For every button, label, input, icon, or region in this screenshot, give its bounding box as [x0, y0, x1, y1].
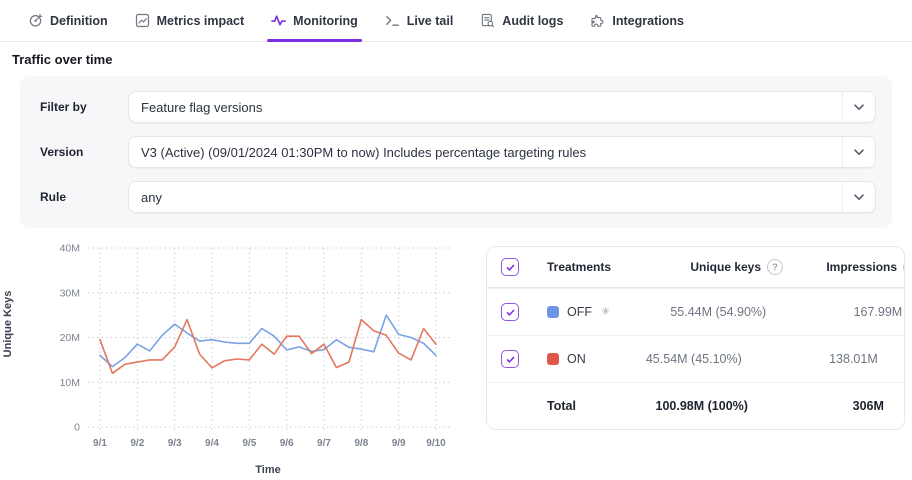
- x-tick-label: 9/1: [93, 438, 107, 449]
- header-impressions: Impressions: [826, 260, 898, 274]
- version-select[interactable]: V3 (Active) (09/01/2024 01:30PM to now) …: [128, 136, 876, 168]
- filter-by-select[interactable]: Feature flag versions: [128, 91, 876, 123]
- y-tick-label: 20M: [60, 332, 80, 344]
- filter-by-label: Filter by: [40, 100, 87, 114]
- x-tick-label: 9/8: [354, 438, 368, 449]
- help-icon[interactable]: ?: [903, 259, 904, 275]
- tab-label: Metrics impact: [156, 13, 245, 28]
- version-label: Version: [40, 145, 84, 159]
- filter-panel: Filter by Feature flag versions Version …: [20, 76, 892, 228]
- integrations-icon: [590, 13, 605, 28]
- x-tick-label: 9/5: [242, 438, 256, 449]
- select-all-checkbox[interactable]: [501, 258, 519, 276]
- total-label: Total: [547, 399, 576, 413]
- tab-audit-logs[interactable]: Audit logs: [480, 0, 563, 41]
- tab-definition[interactable]: Definition: [28, 0, 108, 41]
- tab-label: Integrations: [612, 13, 684, 28]
- table-row-off: OFF ✳ 55.44M (54.90%) 167.99M: [487, 288, 904, 335]
- table-total-row: Total 100.98M (100%) 306M: [487, 382, 904, 429]
- x-tick-label: 9/7: [317, 438, 331, 449]
- treatment-off-checkbox[interactable]: [501, 303, 519, 321]
- audit-logs-icon: [480, 13, 495, 28]
- treatment-name: ON: [567, 352, 586, 366]
- snowflake-icon: ✳: [601, 305, 611, 318]
- y-tick-label: 0: [74, 422, 80, 434]
- table-row-on: ON 45.54M (45.10%) 138.01M: [487, 335, 904, 382]
- header-unique-keys: Unique keys: [690, 260, 762, 274]
- filter-by-value: Feature flag versions: [141, 99, 263, 115]
- off-color-swatch: [547, 306, 559, 318]
- y-axis-title: Unique Keys: [2, 291, 14, 358]
- y-tick-label: 40M: [60, 243, 80, 255]
- x-tick-label: 9/3: [168, 438, 182, 449]
- treatment-on-checkbox[interactable]: [501, 350, 519, 368]
- metrics-impact-icon: [135, 13, 150, 28]
- on-impressions: 138.01M: [829, 352, 878, 366]
- rule-label: Rule: [40, 190, 67, 204]
- table-header-row: Treatments Unique keys ? Impressions ?: [487, 247, 904, 288]
- tab-label: Audit logs: [502, 13, 564, 28]
- tab-label: Monitoring: [293, 13, 358, 28]
- tab-live-tail[interactable]: Live tail: [385, 0, 454, 41]
- tab-metrics-impact[interactable]: Metrics impact: [135, 0, 245, 41]
- y-tick-label: 10M: [60, 377, 80, 389]
- series-line-off: [99, 314, 437, 368]
- treatments-table: Treatments Unique keys ? Impressions ? O…: [486, 246, 905, 430]
- tab-monitoring[interactable]: Monitoring: [267, 0, 362, 42]
- page-title: Traffic over time: [12, 52, 113, 67]
- help-icon[interactable]: ?: [767, 259, 784, 275]
- header-treatments: Treatments: [547, 260, 612, 274]
- chevron-down-icon[interactable]: [843, 182, 875, 212]
- tab-integrations[interactable]: Integrations: [590, 0, 684, 41]
- on-color-swatch: [547, 353, 559, 365]
- total-impressions: 306M: [852, 399, 884, 413]
- x-axis-title: Time: [255, 464, 280, 476]
- version-value: V3 (Active) (09/01/2024 01:30PM to now) …: [141, 144, 587, 160]
- y-tick-label: 30M: [60, 287, 80, 299]
- rule-select[interactable]: any: [128, 181, 876, 213]
- main-content: 0 10M 20M 30M 40M 9/1 9/2 9/3 9/4 9/5 9/6 9/7 9/8 9/9…: [0, 228, 912, 480]
- definition-icon: [28, 13, 43, 28]
- x-tick-label: 9/6: [280, 438, 294, 449]
- filter-row: Rule any: [40, 181, 876, 213]
- series-line-on: [99, 318, 437, 375]
- traffic-chart: 0 10M 20M 30M 40M 9/1 9/2 9/3 9/4 9/5 9/6 9/7 9/8 9/9…: [0, 234, 478, 480]
- filter-row: Filter by Feature flag versions: [40, 91, 876, 123]
- treatment-name: OFF: [567, 305, 592, 319]
- filter-row: Version V3 (Active) (09/01/2024 01:30PM …: [40, 136, 876, 168]
- live-tail-icon: [385, 13, 400, 28]
- tab-label: Live tail: [406, 13, 454, 28]
- x-tick-label: 9/9: [392, 438, 406, 449]
- tab-label: Definition: [50, 13, 108, 28]
- x-tick-label: 9/10: [426, 438, 446, 449]
- total-unique-keys: 100.98M (100%): [655, 399, 748, 413]
- tab-bar: Definition Metrics impact Monitoring Live t…: [0, 0, 912, 42]
- chevron-down-icon[interactable]: [843, 137, 875, 167]
- rule-value: any: [141, 189, 162, 205]
- on-unique-keys: 45.54M (45.10%): [645, 352, 742, 366]
- monitoring-icon: [271, 13, 287, 28]
- traffic-chart-svg: 0 10M 20M 30M 40M 9/1 9/2 9/3 9/4 9/5 9/6 9/7 9/8 9/9…: [2, 243, 452, 476]
- x-tick-label: 9/2: [130, 438, 144, 449]
- off-unique-keys: 55.44M (54.90%): [670, 305, 767, 319]
- chevron-down-icon[interactable]: [843, 92, 875, 122]
- x-tick-label: 9/4: [205, 438, 219, 449]
- off-impressions: 167.99M: [853, 305, 903, 319]
